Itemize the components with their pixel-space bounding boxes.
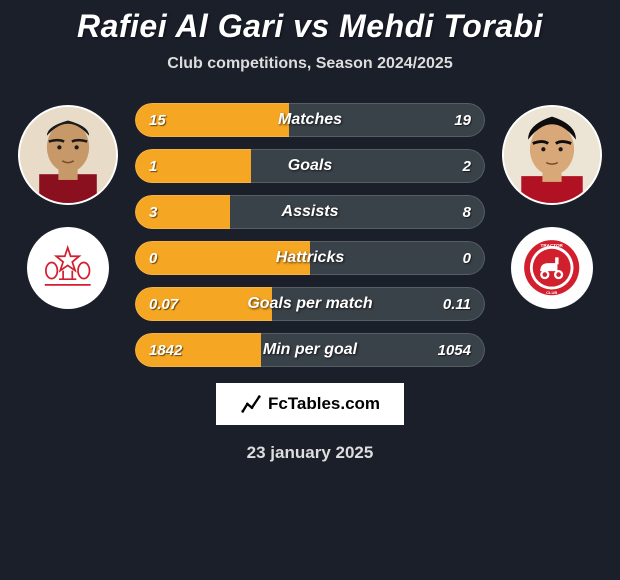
person-icon <box>20 107 116 203</box>
stat-value-left: 1 <box>149 158 189 175</box>
comparison-card: Rafiei Al Gari vs Mehdi Torabi Club comp… <box>0 0 620 580</box>
stat-value-right: 2 <box>431 158 471 175</box>
source-label: FcTables.com <box>268 394 380 414</box>
person-icon <box>504 107 600 203</box>
left-column <box>13 103 123 309</box>
source-badge: FcTables.com <box>216 383 404 425</box>
club-left-badge <box>27 227 109 309</box>
stat-label: Matches <box>278 111 342 129</box>
club-right-bottom-text: CLUB <box>546 290 557 295</box>
right-column: TRACTOR CLUB <box>497 103 607 309</box>
stat-row: 1 Goals 2 <box>135 149 485 183</box>
club-right-top-text: TRACTOR <box>541 243 564 248</box>
stat-row: 1842 Min per goal 1054 <box>135 333 485 367</box>
stat-row: 15 Matches 19 <box>135 103 485 137</box>
stat-row: 0 Hattricks 0 <box>135 241 485 275</box>
page-title: Rafiei Al Gari vs Mehdi Torabi <box>77 8 543 45</box>
stat-row: 3 Assists 8 <box>135 195 485 229</box>
player-left-avatar <box>18 105 118 205</box>
stat-value-left: 0 <box>149 250 189 267</box>
club-right-icon: TRACTOR CLUB <box>523 239 580 296</box>
stat-value-right: 8 <box>431 204 471 221</box>
stat-label: Min per goal <box>263 341 357 359</box>
stat-label: Goals per match <box>247 295 372 313</box>
stat-value-right: 0.11 <box>431 296 471 313</box>
stat-value-left: 15 <box>149 112 189 129</box>
subtitle: Club competitions, Season 2024/2025 <box>167 55 452 73</box>
comparison-body: 15 Matches 19 1 Goals 2 3 Assists 8 0 Hattricks 0 0.… <box>0 103 620 367</box>
club-right-badge: TRACTOR CLUB <box>511 227 593 309</box>
club-left-icon <box>39 239 96 296</box>
stats-list: 15 Matches 19 1 Goals 2 3 Assists 8 0 Hattricks 0 0.… <box>135 103 485 367</box>
stat-label: Hattricks <box>276 249 344 267</box>
stat-value-left: 3 <box>149 204 189 221</box>
stat-value-left: 0.07 <box>149 296 189 313</box>
chart-icon <box>240 393 262 415</box>
stat-value-left: 1842 <box>149 342 189 359</box>
player-right-avatar <box>502 105 602 205</box>
stat-value-right: 19 <box>431 112 471 129</box>
stat-label: Assists <box>282 203 339 221</box>
stat-label: Goals <box>288 157 332 175</box>
stat-value-right: 1054 <box>431 342 471 359</box>
date-label: 23 january 2025 <box>247 443 374 463</box>
stat-row: 0.07 Goals per match 0.11 <box>135 287 485 321</box>
stat-value-right: 0 <box>431 250 471 267</box>
